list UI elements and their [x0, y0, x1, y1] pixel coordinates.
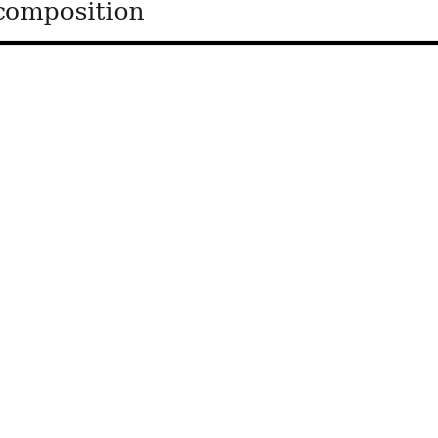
Text: composition: composition	[0, 2, 145, 25]
